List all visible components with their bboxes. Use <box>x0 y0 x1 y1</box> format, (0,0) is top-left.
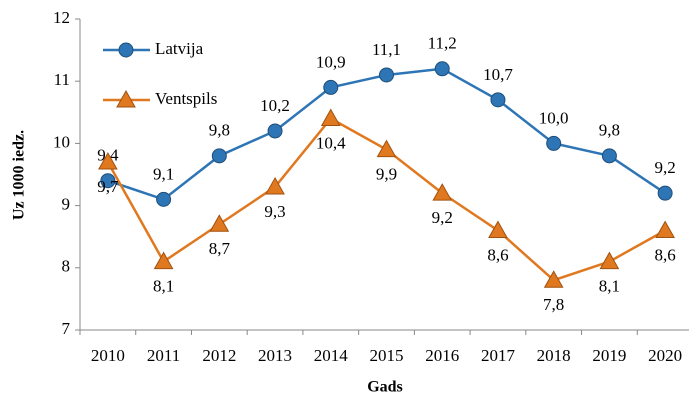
data-label: 7,8 <box>543 295 564 314</box>
data-label: 11,2 <box>428 34 457 53</box>
data-label: 9,8 <box>599 121 620 140</box>
point <box>379 67 394 83</box>
point <box>98 152 118 170</box>
point <box>320 108 341 127</box>
point <box>488 220 508 238</box>
data-label: 10,9 <box>316 52 346 71</box>
data-label: 8,6 <box>655 245 676 264</box>
data-label: 8,7 <box>209 239 231 258</box>
y-tick-label: 10 <box>53 132 70 151</box>
x-tick-label: 2017 <box>481 346 516 365</box>
point <box>211 148 227 164</box>
data-label: 9,3 <box>264 202 285 221</box>
point <box>657 185 673 201</box>
y-tick-label: 8 <box>62 257 71 276</box>
x-tick-label: 2011 <box>147 346 180 365</box>
y-axis-label: Uz 1000 iedz. <box>11 130 28 220</box>
point <box>156 191 172 207</box>
point <box>546 135 562 151</box>
data-label: 10,0 <box>539 108 569 127</box>
y-tick-label: 11 <box>54 70 70 89</box>
data-label: 9,9 <box>376 165 397 184</box>
y-tick-label: 9 <box>62 195 71 214</box>
x-axis-label: Gads <box>367 379 403 396</box>
data-label: 10,4 <box>316 133 346 152</box>
x-tick-label: 2015 <box>370 346 404 365</box>
legend-label: Ventspils <box>155 89 217 108</box>
legend-label: Latvija <box>155 39 204 58</box>
data-label: 9,7 <box>97 177 119 196</box>
data-label: 10,7 <box>483 65 513 84</box>
y-tick-label: 12 <box>53 8 70 27</box>
point <box>100 173 116 189</box>
data-label: 8,6 <box>487 245 508 264</box>
point <box>376 139 397 158</box>
point <box>490 92 506 108</box>
y-tick-label: 7 <box>62 319 71 338</box>
point <box>209 214 230 232</box>
point <box>543 270 564 288</box>
point <box>153 251 174 270</box>
point <box>434 61 450 77</box>
data-label: 10,2 <box>260 96 290 115</box>
point <box>267 123 283 139</box>
x-tick-label: 2020 <box>648 346 682 365</box>
point <box>323 79 339 95</box>
data-label: 9,2 <box>655 158 676 177</box>
point <box>265 176 285 195</box>
point <box>599 251 620 270</box>
data-label: 9,2 <box>432 208 453 227</box>
point <box>601 148 617 164</box>
data-label: 8,1 <box>599 276 620 295</box>
x-tick-label: 2016 <box>425 346 459 365</box>
data-label: 11,1 <box>372 40 401 59</box>
legend-marker <box>118 42 134 58</box>
data-label: 9,1 <box>153 164 174 183</box>
data-label: 9,8 <box>209 121 230 140</box>
point <box>655 220 675 238</box>
x-tick-label: 2010 <box>91 346 125 365</box>
point <box>432 183 453 201</box>
legend-marker <box>116 89 136 108</box>
x-tick-label: 2014 <box>314 346 349 365</box>
data-label: 8,1 <box>153 276 174 295</box>
x-tick-label: 2018 <box>537 346 571 365</box>
x-tick-label: 2012 <box>202 346 236 365</box>
x-tick-label: 2013 <box>258 346 292 365</box>
x-tick-label: 2019 <box>592 346 626 365</box>
